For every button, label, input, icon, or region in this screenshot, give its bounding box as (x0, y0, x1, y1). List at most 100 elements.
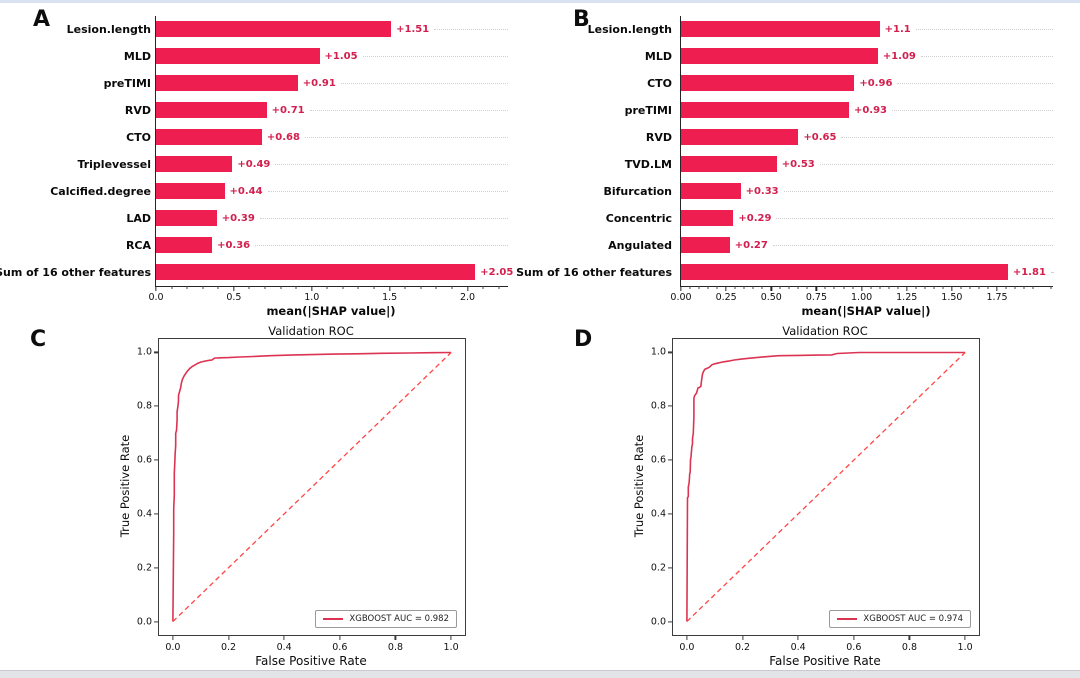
bar-row: +1.81 (681, 259, 1053, 286)
x-axis-minor-tick (843, 286, 845, 289)
y-axis-tick (668, 567, 673, 569)
x-axis-label: False Positive Rate (769, 654, 881, 668)
bar-annotation: +0.36 (212, 232, 508, 259)
x-axis-minor-tick (451, 286, 453, 289)
bar-annotation: +1.81 (1008, 259, 1053, 286)
leader-dots-line (259, 218, 508, 219)
x-axis-minor-tick (698, 286, 700, 289)
shap-bar (156, 183, 225, 199)
x-tick-label: 0.2 (220, 642, 237, 653)
category-label: Sum of 16 other features (0, 266, 151, 279)
value-label: +0.29 (738, 213, 772, 224)
leader-dots-line (362, 56, 508, 57)
x-axis-minor-tick (806, 286, 808, 289)
shap-bar (156, 75, 298, 91)
x-axis-minor-tick (280, 286, 282, 289)
value-label: +0.27 (734, 240, 768, 251)
leader-dots-line (434, 29, 508, 30)
bar-annotation: +1.05 (320, 43, 508, 70)
value-label: +0.44 (229, 186, 263, 197)
x-axis-tick (680, 286, 682, 291)
shap-bar (681, 210, 734, 226)
window-bottom-strip (0, 670, 1080, 678)
x-axis-minor-tick (217, 286, 219, 289)
y-axis-tick (668, 405, 673, 407)
x-axis-minor-tick (716, 286, 718, 289)
bar-annotation: +1.1 (880, 16, 1053, 43)
y-tick-label: 1.0 (136, 346, 152, 358)
x-axis-minor-tick (420, 286, 422, 289)
y-tick-label: 0.2 (650, 562, 666, 574)
x-axis-minor-tick (1032, 286, 1034, 289)
x-axis-tick (725, 286, 727, 291)
y-axis-tick (154, 513, 159, 515)
value-label: +0.39 (221, 213, 255, 224)
bar-annotation: +0.49 (232, 151, 508, 178)
panel-label-a: A (33, 7, 51, 32)
roc-curve (172, 351, 452, 622)
leader-dots-line (340, 83, 508, 84)
x-axis-tick (906, 286, 908, 291)
x-axis-minor-tick (1014, 286, 1016, 289)
x-axis-minor-tick (797, 286, 799, 289)
leader-dots-line (255, 245, 508, 246)
category-label: CTO (647, 77, 672, 90)
x-axis-minor-tick (734, 286, 736, 289)
x-axis-minor-tick (915, 286, 917, 289)
x-tick-label: 0.0 (165, 642, 181, 653)
x-tick-label: 1.75 (986, 292, 1008, 303)
x-axis-minor-tick (342, 286, 344, 289)
roc-plot-box: 0.0 0.2 0.4 0.6 0.8 1.0 0.0 0.2 0.4 0.6 0.8 1.0 XGBO… (137, 338, 466, 653)
y-axis-tick (154, 459, 159, 461)
x-axis-tick (686, 635, 688, 640)
x-axis-minor-tick (707, 286, 709, 289)
x-axis-minor-tick (186, 286, 188, 289)
x-axis-minor-tick (879, 286, 881, 289)
legend-label: XGBOOST AUC = 0.982 (349, 614, 449, 624)
category-label: RCA (125, 239, 151, 252)
shap-bar (156, 210, 217, 226)
x-axis-tick (394, 635, 397, 640)
x-tick-label: 0.75 (805, 292, 827, 303)
value-label: +0.36 (217, 240, 251, 251)
y-tick-label: 0.8 (650, 400, 666, 412)
bar-row: +1.1 (681, 16, 1053, 43)
bar-annotation: +1.51 (391, 16, 508, 43)
bar-annotation: +2.05 (475, 259, 513, 286)
panel-c-roc-chart: C Validation ROC 0.0 0.2 0.4 0.6 0.8 1.0 0.0 0.2… (6, 322, 538, 670)
bar-annotation: +0.39 (217, 205, 508, 232)
x-tick-label: 1.0 (304, 292, 320, 303)
x-axis-tick (770, 286, 772, 291)
roc-plot-box: 0.0 0.2 0.4 0.6 0.8 1.0 0.0 0.2 0.4 0.6 0.8 1.0 XGBO… (651, 338, 980, 653)
leader-dots-line (304, 137, 508, 138)
shap-bar (156, 129, 262, 145)
x-axis-tick (311, 286, 313, 291)
y-axis-tick (154, 405, 159, 407)
category-labels: Lesion.length MLD CTO preTIMI RVD TVD.LM Bifur… (516, 16, 672, 286)
value-label: +1.51 (396, 24, 430, 35)
x-tick-label: 0.00 (670, 292, 692, 303)
shap-bar (156, 237, 213, 253)
category-label: Lesion.length (66, 23, 151, 36)
bar-row: +0.33 (681, 178, 1053, 205)
shap-bar (681, 264, 1008, 280)
panel-a-shap-bar-chart: A Lesion.length MLD preTIMI RVD CTO Tripleves… (0, 6, 538, 319)
x-axis-minor-tick (924, 286, 926, 289)
leader-dots-line (892, 110, 1053, 111)
bar-row: +1.51 (156, 16, 508, 43)
x-axis-minor-tick (833, 286, 835, 289)
category-label: Bifurcation (603, 185, 672, 198)
category-labels: Lesion.length MLD preTIMI RVD CTO Triplevesse… (0, 16, 151, 286)
x-axis-tick (996, 286, 998, 291)
x-axis-minor-tick (888, 286, 890, 289)
x-axis-minor-tick (482, 286, 484, 289)
x-axis-tick (450, 635, 452, 640)
x-axis-minor-tick (743, 286, 745, 289)
roc-curve-svg (172, 351, 452, 622)
x-axis-minor-tick (870, 286, 872, 289)
x-axis-tick (797, 635, 799, 640)
chance-diagonal-line (172, 352, 452, 622)
shap-bar (681, 75, 855, 91)
x-axis-tick (853, 635, 855, 640)
x-axis-minor-tick (264, 286, 266, 289)
